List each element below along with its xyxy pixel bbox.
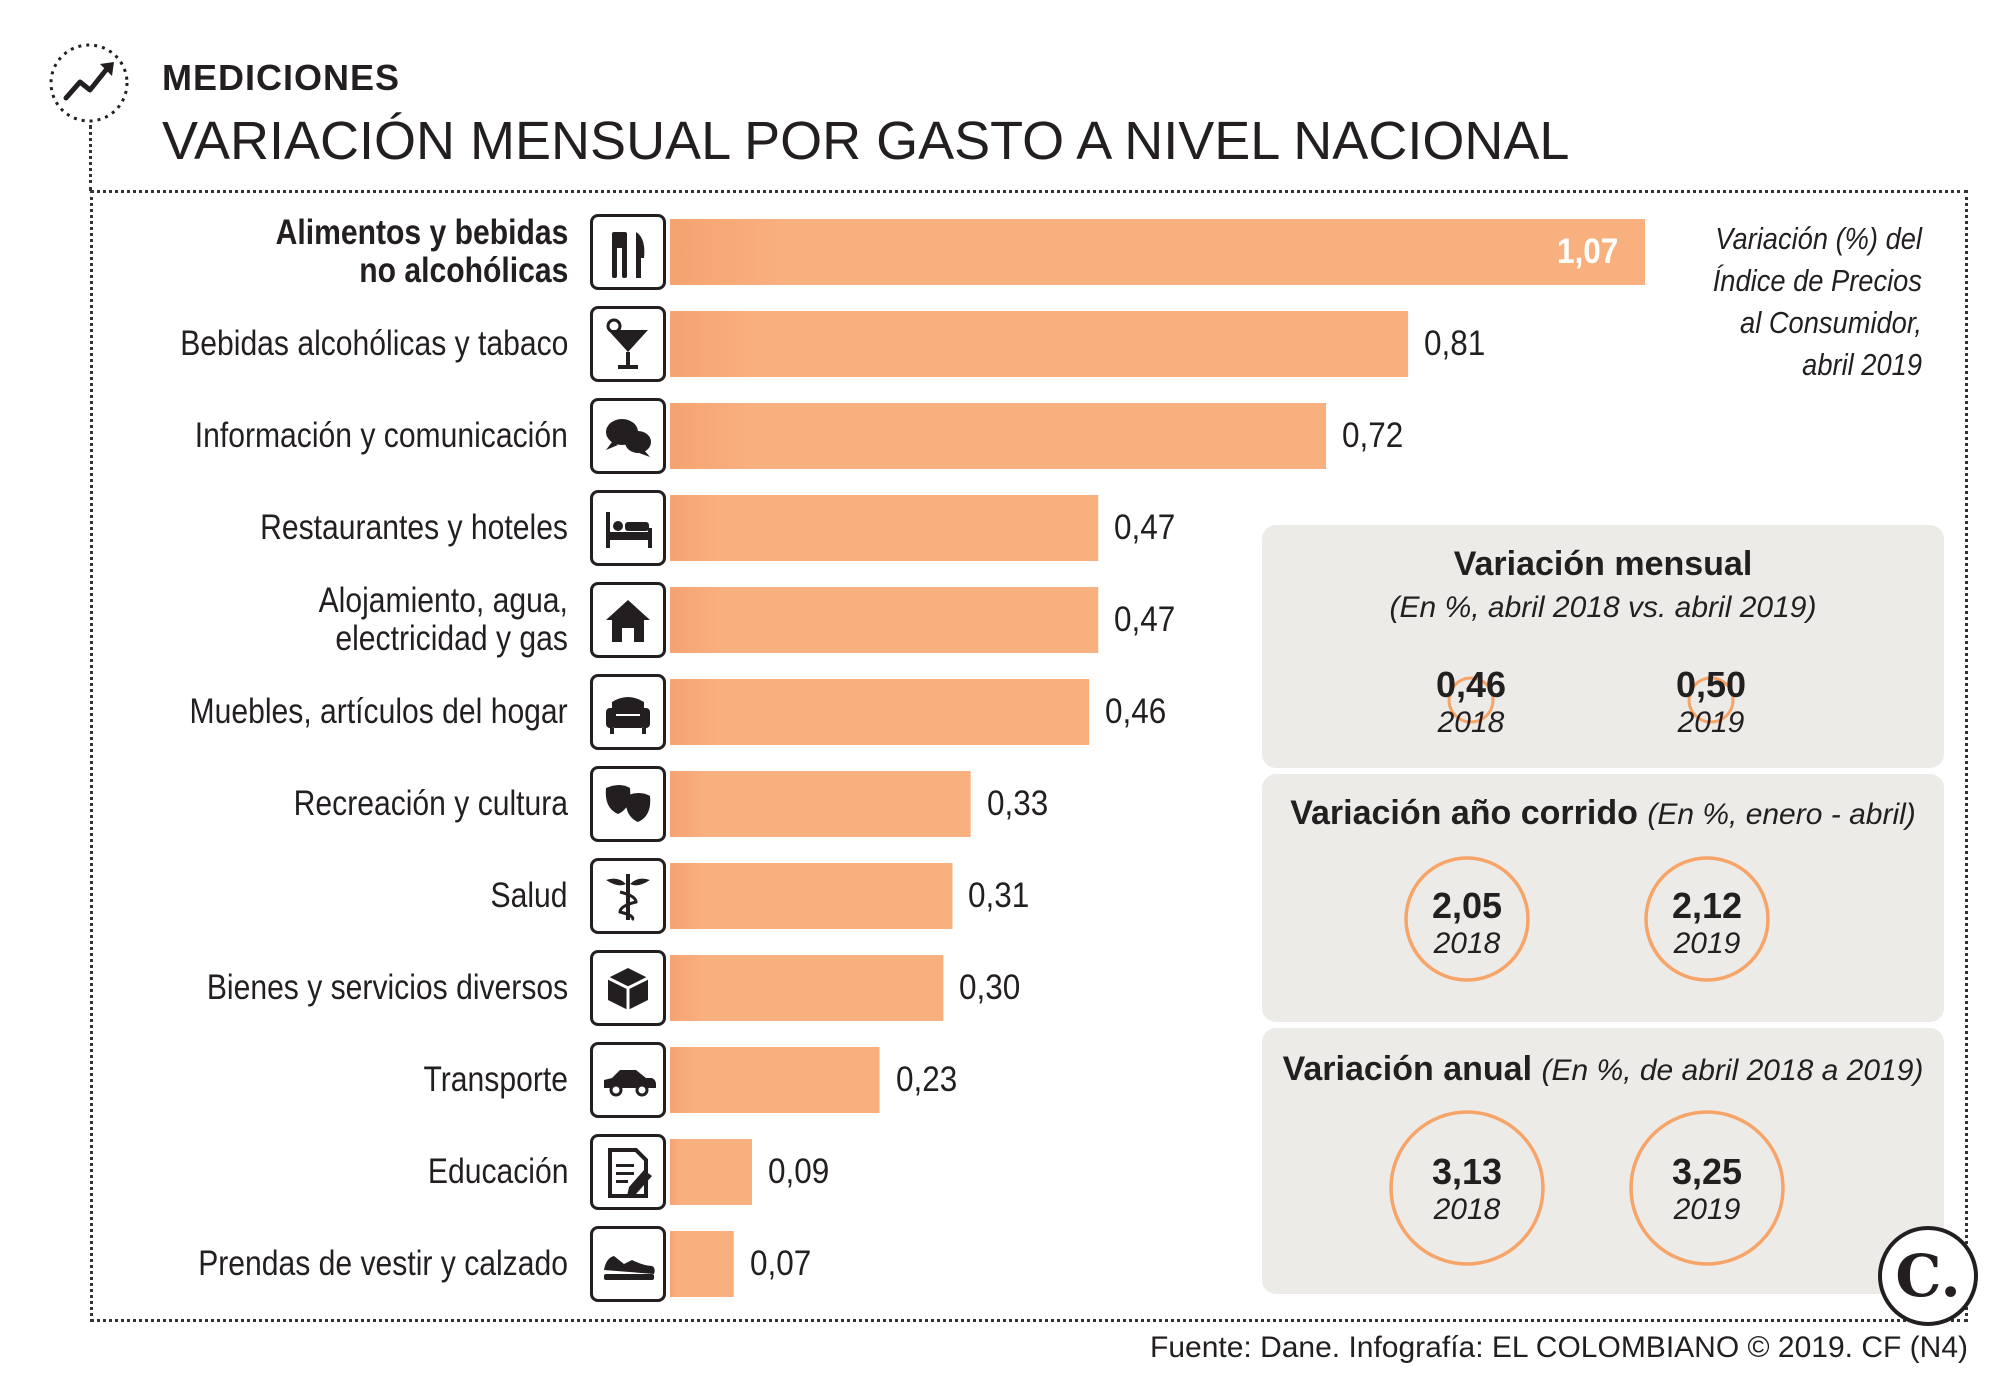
car-icon bbox=[590, 1042, 666, 1118]
bar-2 bbox=[670, 311, 1409, 377]
chart-note-line: Índice de Precios bbox=[1712, 263, 1922, 298]
value-label: 0,31 bbox=[968, 876, 1030, 915]
chat-bubbles-icon bbox=[590, 398, 666, 474]
chart-frame bbox=[90, 190, 1968, 1322]
bar-10 bbox=[670, 1047, 880, 1113]
value-label: 0,47 bbox=[1114, 600, 1176, 639]
stat-ring bbox=[1644, 856, 1770, 982]
panel-heading: Variación mensual bbox=[1453, 545, 1753, 583]
stat-ring bbox=[1404, 856, 1530, 982]
value-label: 0,47 bbox=[1114, 508, 1176, 547]
caduceus-icon bbox=[590, 858, 666, 934]
bar-7 bbox=[670, 771, 971, 837]
stat-2019: 0,50 2019 bbox=[1621, 665, 1801, 741]
value-label: 0,30 bbox=[959, 968, 1021, 1007]
category-label: Alojamiento, agua, electricidad y gas bbox=[318, 581, 568, 658]
bar-12 bbox=[670, 1231, 734, 1297]
stat-year: 2019 bbox=[1677, 706, 1745, 739]
bed-icon bbox=[590, 490, 666, 566]
value-label: 0,23 bbox=[895, 1060, 957, 1099]
value-label: 0,46 bbox=[1105, 692, 1167, 731]
stat-2019: 2,12 2019 bbox=[1617, 886, 1797, 962]
value-label: 0,07 bbox=[749, 1244, 812, 1283]
panel-variacion-anual: Variación anual (En %, de abril 2018 a 2… bbox=[1262, 1028, 1944, 1294]
category-label: Transporte bbox=[423, 1060, 568, 1099]
category-label: Educación bbox=[427, 1152, 568, 1191]
panel-title: Variación año corrido (En %, enero - abr… bbox=[1262, 794, 1944, 833]
stat-value: 3,25 bbox=[1671, 1151, 1743, 1192]
stat-ring bbox=[1629, 1110, 1785, 1266]
value-label: 0,81 bbox=[1424, 324, 1486, 363]
category-label: Alimentos y bebidas no alcohólicas bbox=[275, 213, 568, 290]
stat-ring bbox=[1687, 676, 1735, 724]
stat-year: 2019 bbox=[1673, 927, 1741, 960]
category-label: Salud bbox=[491, 876, 568, 915]
bar-5 bbox=[670, 587, 1099, 653]
stat-2018: 0,46 2018 bbox=[1381, 665, 1561, 741]
panel-title: Variación mensual bbox=[1262, 545, 1944, 584]
panel-subtitle: (En %, abril 2018 vs. abril 2019) bbox=[1262, 587, 1944, 626]
stat-ring bbox=[1447, 676, 1495, 724]
category-label: Bebidas alcohólicas y tabaco bbox=[179, 324, 568, 363]
house-icon bbox=[590, 582, 666, 658]
category-label: Bienes y servicios diversos bbox=[206, 968, 568, 1007]
bar-6 bbox=[670, 679, 1090, 745]
panel-variacion-mensual: Variación mensual (En %, abril 2018 vs. … bbox=[1262, 525, 1944, 768]
stat-year: 2019 bbox=[1673, 1193, 1741, 1226]
panel-subtitle-text: (En %, de abril 2018 a 2019) bbox=[1541, 1054, 1924, 1087]
document-pen-icon bbox=[590, 1134, 666, 1210]
panel-heading: Variación anual bbox=[1282, 1050, 1533, 1088]
connector-line bbox=[89, 125, 92, 191]
stat-year: 2018 bbox=[1433, 1193, 1501, 1226]
sneaker-icon bbox=[590, 1226, 666, 1302]
stat-value: 2,12 bbox=[1671, 885, 1743, 926]
stat-value: 2,05 bbox=[1431, 885, 1503, 926]
category-label: Muebles, artículos del hogar bbox=[189, 692, 568, 731]
source-credit: Fuente: Dane. Infografía: EL COLOMBIANO … bbox=[1150, 1331, 1968, 1364]
bar-4 bbox=[670, 495, 1099, 561]
bar-1 bbox=[670, 219, 1645, 285]
value-label: 1,07 bbox=[1557, 232, 1619, 271]
armchair-icon bbox=[590, 674, 666, 750]
stat-value: 3,13 bbox=[1431, 1151, 1503, 1192]
panel-subtitle-text: (En %, enero - abril) bbox=[1647, 798, 1916, 831]
bar-11 bbox=[670, 1139, 753, 1205]
stat-year: 2018 bbox=[1437, 706, 1505, 739]
cocktail-icon bbox=[590, 306, 666, 382]
category-label: Restaurantes y hoteles bbox=[260, 508, 568, 547]
stat-2018: 3,13 2018 bbox=[1377, 1152, 1557, 1228]
panel-variacion-ano-corrido: Variación año corrido (En %, enero - abr… bbox=[1262, 774, 1944, 1022]
stat-2019: 3,25 2019 bbox=[1617, 1152, 1797, 1228]
stat-2018: 2,05 2018 bbox=[1377, 886, 1557, 962]
section-tag: MEDICIONES bbox=[162, 57, 401, 98]
stat-ring bbox=[1389, 1110, 1545, 1266]
category-label: Prendas de vestir y calzado bbox=[198, 1244, 568, 1283]
value-label: 0,72 bbox=[1342, 416, 1404, 455]
panel-title: Variación anual (En %, de abril 2018 a 2… bbox=[1262, 1050, 1944, 1089]
bar-9 bbox=[670, 955, 944, 1021]
bar-3 bbox=[670, 403, 1327, 469]
category-label: Recreación y cultura bbox=[293, 784, 568, 823]
chart-note-line: al Consumidor, bbox=[1740, 305, 1922, 340]
stat-value: 0,50 bbox=[1675, 664, 1747, 705]
stat-value: 0,46 bbox=[1435, 664, 1507, 705]
category-label: Información y comunicación bbox=[194, 416, 568, 455]
theater-masks-icon bbox=[590, 766, 666, 842]
cutlery-icon bbox=[590, 214, 666, 290]
page-title: VARIACIÓN MENSUAL POR GASTO A NIVEL NACI… bbox=[162, 111, 1570, 171]
chart-note-line: abril 2019 bbox=[1802, 347, 1922, 382]
stat-year: 2018 bbox=[1433, 927, 1501, 960]
chart-note-line: Variación (%) del bbox=[1715, 221, 1922, 256]
trend-up-icon bbox=[49, 43, 129, 123]
panel-subtitle-text: (En %, abril 2018 vs. abril 2019) bbox=[1389, 591, 1817, 624]
panel-heading: Variación año corrido bbox=[1290, 794, 1638, 832]
chart-note: Variación (%) del Índice de Precios al C… bbox=[1639, 218, 1922, 386]
value-label: 0,33 bbox=[986, 784, 1048, 823]
el-colombiano-logo: C. bbox=[1878, 1226, 1978, 1326]
bar-8 bbox=[670, 863, 953, 929]
box-icon bbox=[590, 950, 666, 1026]
value-label: 0,09 bbox=[768, 1152, 830, 1191]
